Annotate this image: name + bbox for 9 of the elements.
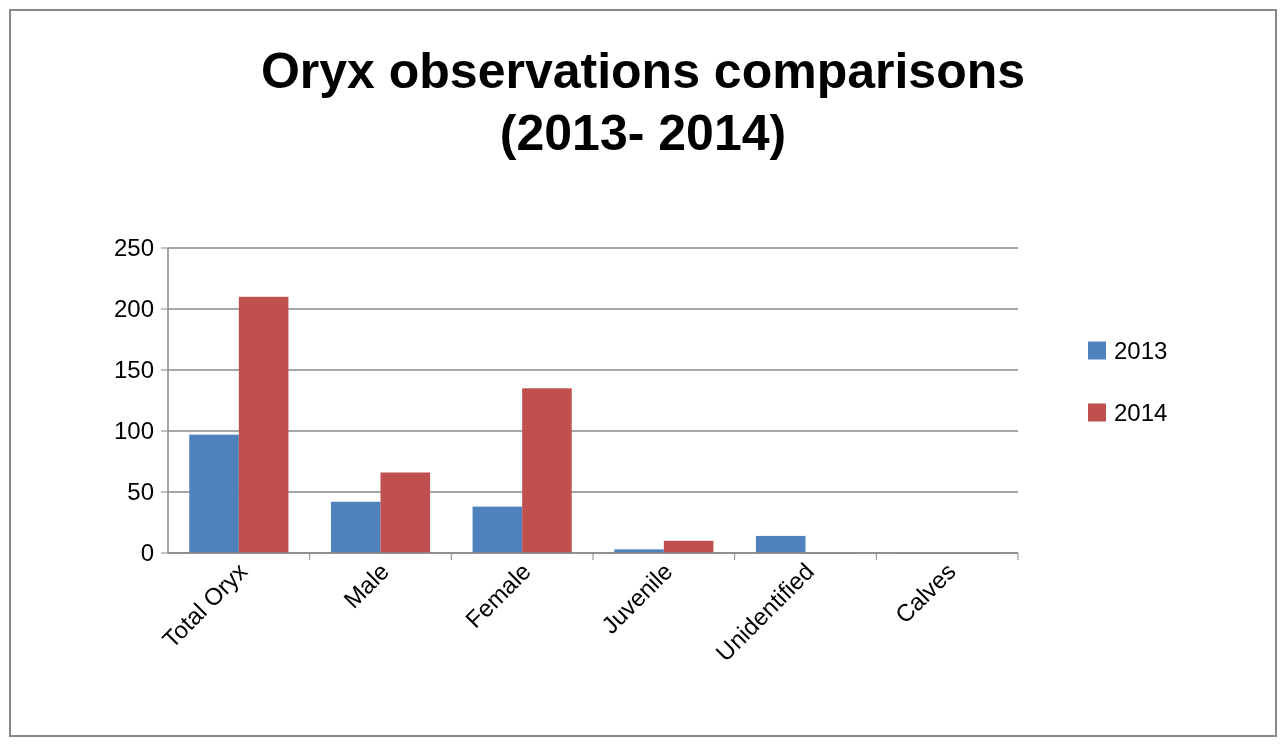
legend-label: 2013 bbox=[1114, 336, 1168, 364]
y-tick-label: 0 bbox=[140, 539, 154, 567]
y-tick-label: 50 bbox=[127, 478, 154, 506]
y-tick-label: 150 bbox=[113, 356, 154, 384]
y-tick-label: 200 bbox=[113, 295, 154, 323]
legend-label: 2014 bbox=[1114, 398, 1168, 426]
y-tick-label: 100 bbox=[113, 417, 154, 445]
y-tick-label: 250 bbox=[113, 234, 154, 262]
chart-title: Oryx observations comparisons (2013- 2014) bbox=[260, 43, 1026, 161]
